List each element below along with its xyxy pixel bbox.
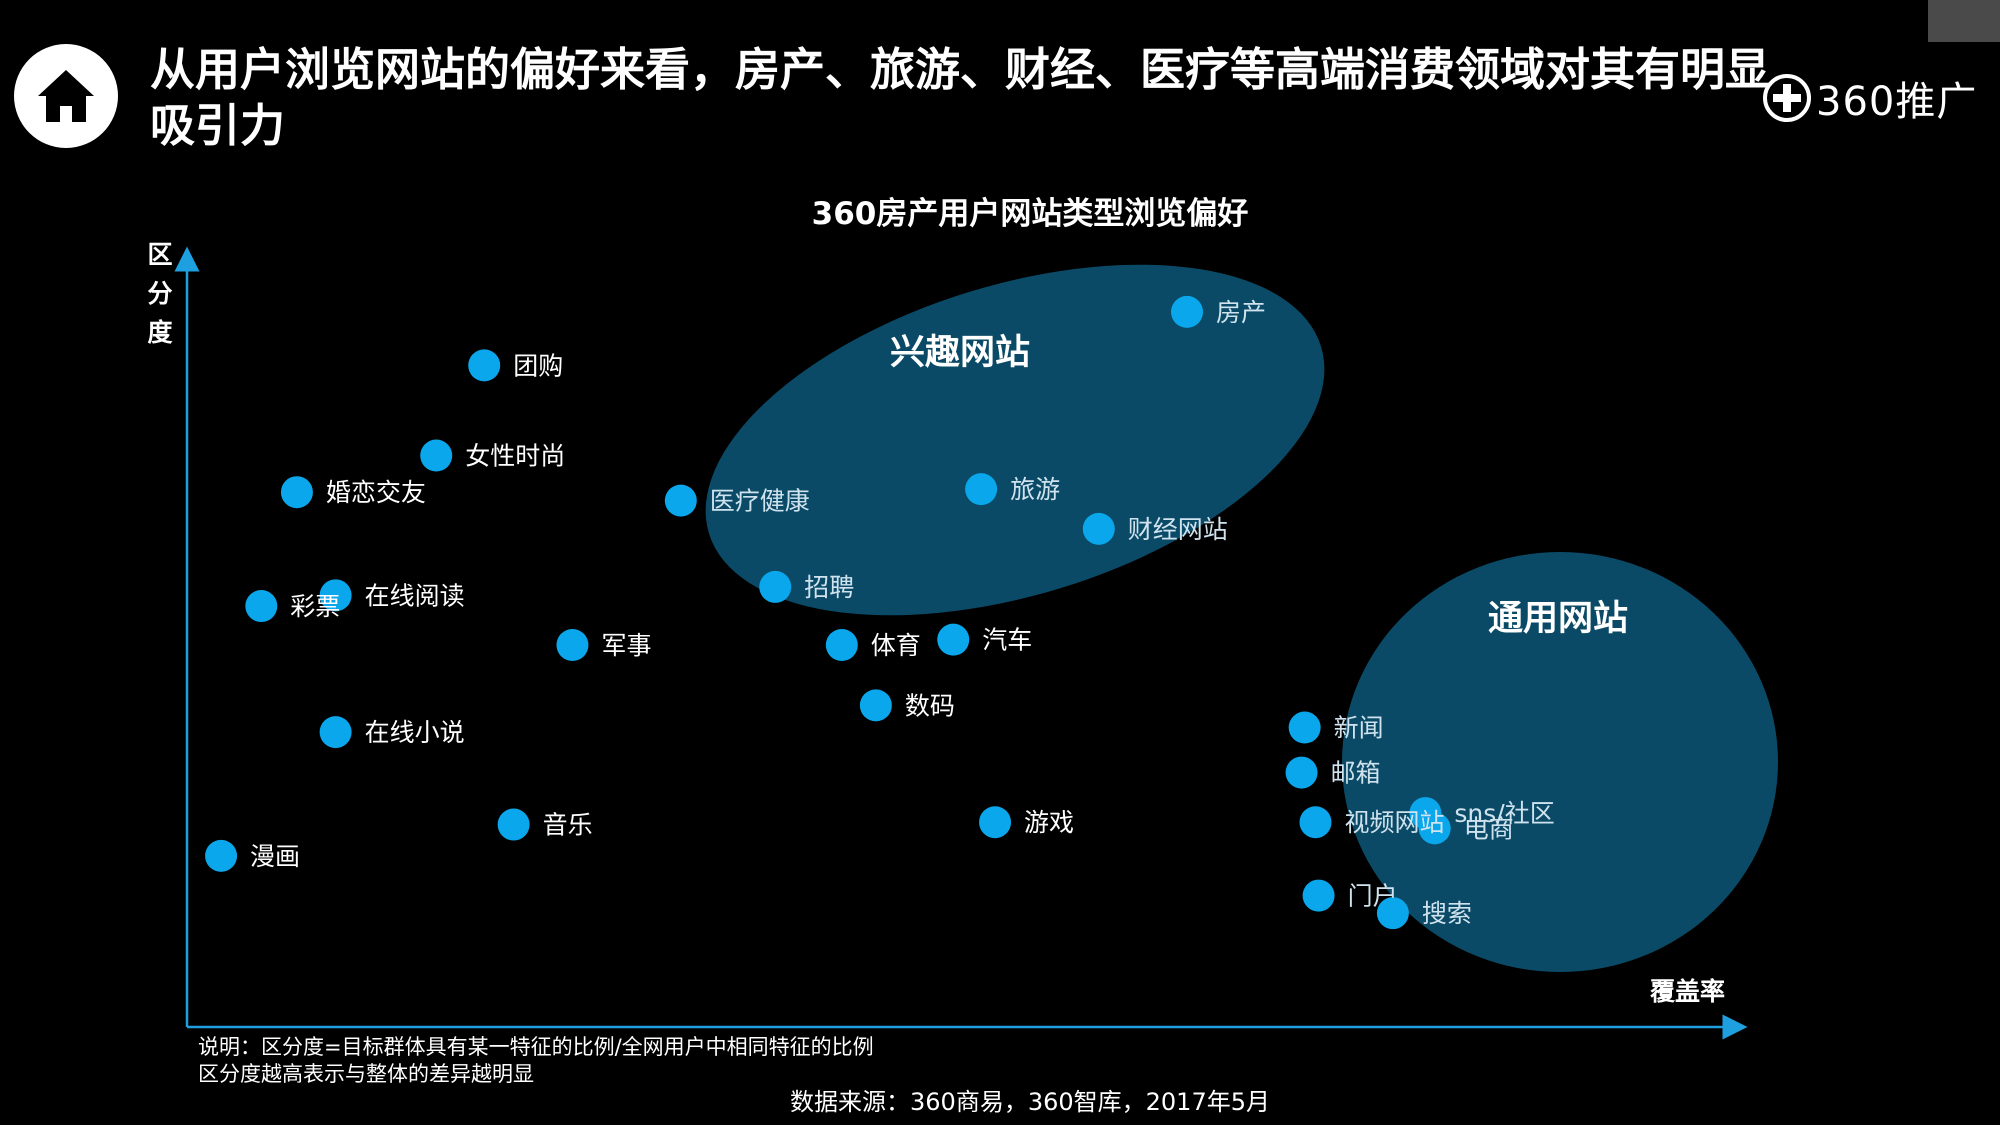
point-label-婚恋交友: 婚恋交友 xyxy=(326,478,426,507)
corner-decoration xyxy=(1928,0,2000,42)
cluster-label: 兴趣网站 xyxy=(890,333,1030,373)
point-label-团购: 团购 xyxy=(513,351,563,380)
data-point-在线阅读 xyxy=(319,579,352,612)
data-point-在线小说 xyxy=(319,716,352,749)
cluster-label: 通用网站 xyxy=(1488,599,1628,639)
x-axis-label: 覆盖率 xyxy=(1649,977,1725,1006)
data-point-搜索 xyxy=(1376,897,1409,930)
home-icon xyxy=(38,70,94,122)
page-title: 从用户浏览网站的偏好来看，房产、旅游、财经、医疗等高端消费领域对其有明显吸引力 xyxy=(150,43,1771,152)
note-line-2: 区分度越高表示与整体的差异越明显 xyxy=(198,1062,534,1086)
point-label-医疗健康: 医疗健康 xyxy=(710,487,810,516)
data-point-数码 xyxy=(859,689,892,722)
data-point-视频网站 xyxy=(1299,806,1332,839)
note-line-1: 说明：区分度=目标群体具有某一特征的比例/全网用户中相同特征的比例 xyxy=(198,1035,874,1059)
data-point-女性时尚 xyxy=(420,439,453,472)
data-source: 数据来源：360商易，360智库，2017年5月 xyxy=(790,1088,1270,1116)
point-label-电商: 电商 xyxy=(1464,814,1514,843)
data-point-婚恋交友 xyxy=(280,476,313,509)
chart-note: 说明：区分度=目标群体具有某一特征的比例/全网用户中相同特征的比例 区分度越高表… xyxy=(198,1034,874,1088)
point-label-视频网站: 视频网站 xyxy=(1344,808,1444,837)
point-label-新闻: 新闻 xyxy=(1334,714,1384,743)
point-label-房产: 房产 xyxy=(1216,298,1266,327)
cluster-region-1 xyxy=(1342,552,1778,972)
data-point-门户 xyxy=(1302,879,1335,912)
point-label-数码: 数码 xyxy=(905,691,955,720)
point-label-招聘: 招聘 xyxy=(804,573,854,602)
point-label-游戏: 游戏 xyxy=(1024,808,1074,837)
point-label-音乐: 音乐 xyxy=(543,811,593,840)
point-label-汽车: 汽车 xyxy=(982,626,1032,655)
point-label-彩票: 彩票 xyxy=(290,592,340,621)
data-point-新闻 xyxy=(1288,711,1321,744)
plus-circle-icon xyxy=(1763,74,1811,122)
brand-name: 360推广 xyxy=(1816,79,1978,125)
brand-logo: 360推广 xyxy=(1762,70,1977,126)
data-point-汽车 xyxy=(937,623,970,656)
data-point-招聘 xyxy=(759,570,792,603)
chart-title: 360房产用户网站类型浏览偏好 xyxy=(811,196,1249,232)
point-label-sns-社区: sns/社区 xyxy=(1454,799,1554,828)
data-point-漫画 xyxy=(205,839,238,872)
cluster-region-0 xyxy=(705,264,1325,616)
data-point-医疗健康 xyxy=(664,484,697,517)
data-point-电商 xyxy=(1418,812,1451,845)
y-axis-label: 区分度 xyxy=(147,240,172,347)
home-button[interactable] xyxy=(14,44,118,148)
data-point-游戏 xyxy=(979,806,1012,839)
point-label-搜索: 搜索 xyxy=(1422,899,1472,928)
point-label-漫画: 漫画 xyxy=(250,842,300,871)
data-point-房产 xyxy=(1171,295,1204,328)
point-label-女性时尚: 女性时尚 xyxy=(465,442,565,471)
point-label-门户: 门户 xyxy=(1348,882,1398,911)
point-label-财经网站: 财经网站 xyxy=(1128,515,1228,544)
data-point-音乐 xyxy=(497,808,530,841)
point-label-邮箱: 邮箱 xyxy=(1331,759,1381,788)
data-point-财经网站 xyxy=(1082,512,1115,545)
point-label-在线小说: 在线小说 xyxy=(365,718,465,747)
data-point-邮箱 xyxy=(1285,756,1318,789)
point-label-体育: 体育 xyxy=(871,631,921,660)
data-point-彩票 xyxy=(245,590,278,623)
point-label-军事: 军事 xyxy=(601,631,651,660)
data-point-团购 xyxy=(468,349,501,382)
data-point-军事 xyxy=(556,629,589,661)
point-label-在线阅读: 在线阅读 xyxy=(365,581,465,610)
data-point-体育 xyxy=(825,629,858,661)
data-point-旅游 xyxy=(965,473,998,506)
point-label-旅游: 旅游 xyxy=(1010,475,1060,504)
